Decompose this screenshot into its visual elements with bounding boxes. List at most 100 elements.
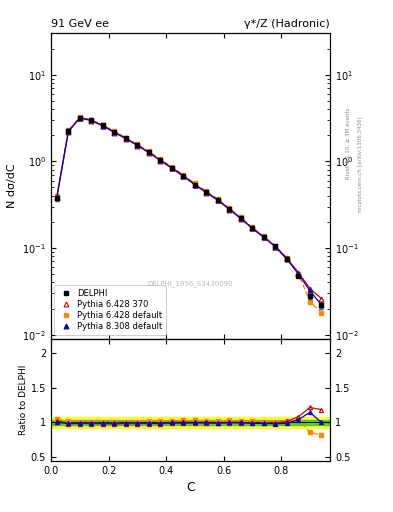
DELPHI <box>147 149 151 155</box>
Pythia 6.428 default <box>308 298 312 305</box>
Pythia 6.428 370 <box>216 197 220 203</box>
Pythia 6.428 370 <box>147 150 151 156</box>
DELPHI <box>308 293 312 299</box>
Pythia 8.308 default <box>296 271 301 277</box>
Pythia 8.308 default <box>169 165 174 171</box>
Pythia 6.428 default <box>273 243 278 249</box>
Line: Pythia 8.308 default: Pythia 8.308 default <box>54 115 324 307</box>
DELPHI <box>123 135 128 141</box>
Pythia 8.308 default <box>227 206 232 212</box>
Pythia 8.308 default <box>250 225 255 231</box>
Pythia 6.428 370 <box>319 295 324 302</box>
Pythia 6.428 370 <box>262 234 266 240</box>
Bar <box>51 420 330 425</box>
Text: mcplots.cern.ch [arXiv:1306.3436]: mcplots.cern.ch [arXiv:1306.3436] <box>358 116 363 211</box>
Text: γ*/Z (Hadronic): γ*/Z (Hadronic) <box>244 19 330 29</box>
Pythia 6.428 default <box>250 224 255 230</box>
Pythia 6.428 default <box>66 127 71 133</box>
Pythia 8.308 default <box>123 135 128 141</box>
Pythia 8.308 default <box>147 150 151 156</box>
Line: Pythia 6.428 default: Pythia 6.428 default <box>54 115 324 315</box>
Pythia 6.428 370 <box>112 130 117 136</box>
Pythia 8.308 default <box>112 129 117 135</box>
Pythia 6.428 370 <box>250 225 255 231</box>
Pythia 8.308 default <box>193 181 197 187</box>
Text: Rivet 3.1.10, ≥ 3M events: Rivet 3.1.10, ≥ 3M events <box>346 108 351 179</box>
Pythia 6.428 370 <box>89 118 94 124</box>
DELPHI <box>250 225 255 231</box>
DELPHI <box>169 165 174 171</box>
Pythia 6.428 default <box>319 309 324 315</box>
DELPHI <box>158 157 163 163</box>
Pythia 6.428 370 <box>204 189 209 196</box>
Line: DELPHI: DELPHI <box>54 115 324 307</box>
Pythia 6.428 370 <box>101 123 105 129</box>
Pythia 6.428 default <box>77 114 82 120</box>
Legend: DELPHI, Pythia 6.428 370, Pythia 6.428 default, Pythia 8.308 default: DELPHI, Pythia 6.428 370, Pythia 6.428 d… <box>54 285 166 335</box>
Pythia 6.428 default <box>169 164 174 170</box>
Pythia 8.308 default <box>239 215 243 221</box>
Pythia 6.428 default <box>158 156 163 162</box>
DELPHI <box>285 256 289 262</box>
Pythia 6.428 default <box>112 128 117 134</box>
Pythia 8.308 default <box>204 189 209 195</box>
DELPHI <box>112 129 117 135</box>
Pythia 8.308 default <box>101 122 105 129</box>
Pythia 8.308 default <box>308 288 312 294</box>
Text: 91 GeV ee: 91 GeV ee <box>51 19 109 29</box>
Pythia 6.428 default <box>296 271 301 277</box>
DELPHI <box>216 197 220 203</box>
DELPHI <box>262 233 266 240</box>
Pythia 8.308 default <box>273 244 278 250</box>
Pythia 8.308 default <box>89 117 94 123</box>
DELPHI <box>66 127 71 134</box>
Pythia 8.308 default <box>55 195 59 201</box>
Pythia 6.428 default <box>285 255 289 261</box>
Pythia 8.308 default <box>135 142 140 148</box>
DELPHI <box>273 243 278 249</box>
Pythia 6.428 default <box>135 141 140 147</box>
Pythia 6.428 default <box>147 148 151 155</box>
Pythia 6.428 370 <box>296 269 301 275</box>
Pythia 6.428 370 <box>308 286 312 292</box>
DELPHI <box>319 302 324 308</box>
Pythia 6.428 370 <box>55 194 59 200</box>
Pythia 6.428 default <box>101 122 105 128</box>
Pythia 6.428 default <box>89 117 94 123</box>
Pythia 6.428 default <box>239 215 243 221</box>
Pythia 6.428 370 <box>273 243 278 249</box>
Pythia 8.308 default <box>66 128 71 134</box>
Pythia 6.428 default <box>193 180 197 186</box>
Pythia 8.308 default <box>158 157 163 163</box>
Pythia 6.428 default <box>216 196 220 202</box>
Pythia 6.428 default <box>204 188 209 194</box>
Pythia 6.428 370 <box>181 174 186 180</box>
DELPHI <box>193 181 197 187</box>
Pythia 6.428 370 <box>227 206 232 212</box>
DELPHI <box>55 195 59 201</box>
Pythia 6.428 370 <box>193 182 197 188</box>
DELPHI <box>135 142 140 148</box>
DELPHI <box>296 272 301 279</box>
Pythia 6.428 370 <box>123 136 128 142</box>
Pythia 6.428 default <box>181 172 186 178</box>
Pythia 6.428 370 <box>135 142 140 148</box>
Pythia 8.308 default <box>262 234 266 240</box>
Pythia 6.428 370 <box>239 216 243 222</box>
Bar <box>51 417 330 428</box>
DELPHI <box>181 173 186 179</box>
Pythia 6.428 370 <box>77 115 82 121</box>
Y-axis label: Ratio to DELPHI: Ratio to DELPHI <box>19 365 28 435</box>
DELPHI <box>77 115 82 121</box>
Pythia 6.428 default <box>55 193 59 199</box>
Pythia 8.308 default <box>216 197 220 203</box>
Pythia 6.428 370 <box>285 255 289 262</box>
Y-axis label: N dσ/dC: N dσ/dC <box>7 164 17 208</box>
Pythia 8.308 default <box>77 115 82 121</box>
X-axis label: C: C <box>186 481 195 494</box>
Pythia 6.428 370 <box>66 129 71 135</box>
Pythia 6.428 370 <box>158 158 163 164</box>
Line: Pythia 6.428 370: Pythia 6.428 370 <box>54 116 324 301</box>
DELPHI <box>204 189 209 195</box>
Pythia 8.308 default <box>285 257 289 263</box>
